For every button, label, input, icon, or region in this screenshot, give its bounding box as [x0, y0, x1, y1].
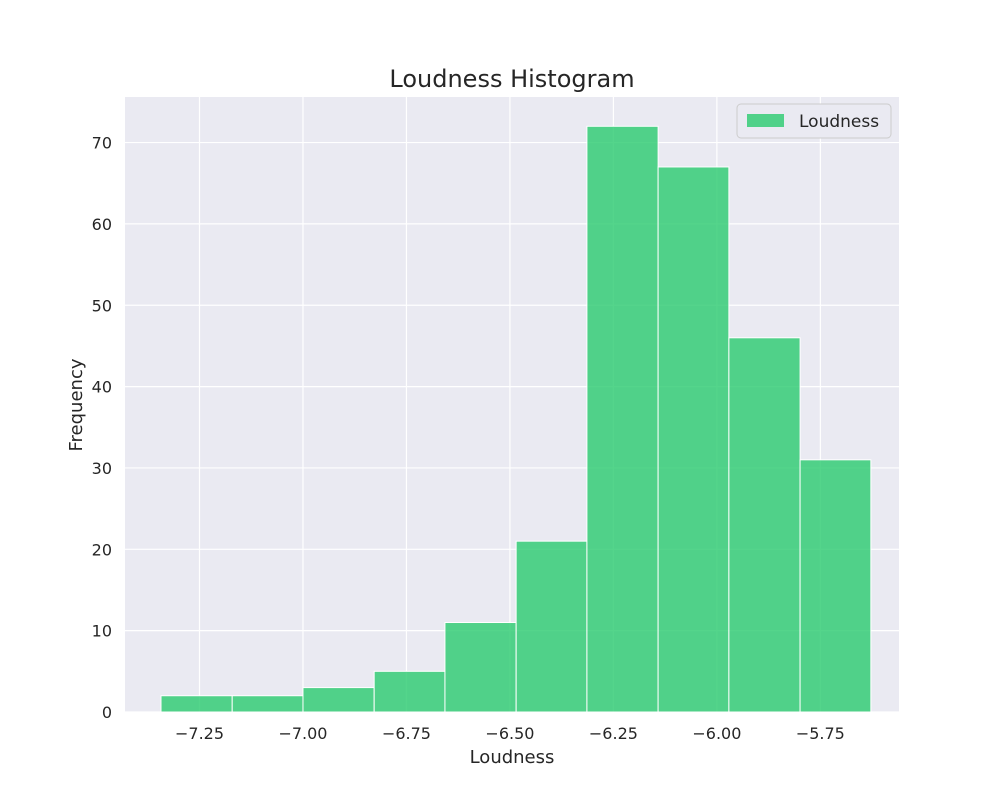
- histogram-bar: [302, 687, 375, 713]
- y-axis-ticks: 0 10 20 30 40 50 60 70: [92, 134, 112, 722]
- x-tick-label: −6.50: [485, 724, 534, 743]
- y-tick-label: 10: [92, 622, 112, 641]
- histogram-bars: [160, 125, 872, 713]
- histogram-bar: [728, 337, 801, 713]
- y-tick-label: 60: [92, 215, 112, 234]
- legend-box: [736, 103, 892, 139]
- y-tick-label: 20: [92, 540, 112, 559]
- x-tick-label: −6.75: [382, 724, 431, 743]
- y-tick-label: 70: [92, 134, 112, 153]
- histogram-bar: [444, 622, 517, 713]
- y-tick-label: 40: [92, 378, 112, 397]
- x-tick-label: −7.25: [175, 724, 224, 743]
- histogram-bar: [657, 166, 730, 713]
- histogram-bar: [231, 695, 304, 713]
- legend: Loudness: [736, 103, 892, 139]
- y-tick-label: 30: [92, 459, 112, 478]
- x-tick-label: −7.00: [278, 724, 327, 743]
- y-tick-label: 50: [92, 296, 112, 315]
- histogram-bar: [586, 125, 659, 713]
- histogram-bar: [515, 540, 588, 713]
- histogram-bar: [160, 695, 233, 713]
- legend-label: Loudness: [799, 112, 879, 132]
- y-axis-label: Frequency: [66, 358, 87, 451]
- x-axis-label: Loudness: [470, 747, 555, 768]
- y-tick-label: 0: [102, 703, 112, 722]
- x-axis-ticks: −7.25 −7.00 −6.75 −6.50 −6.25 −6.00 −5.75: [175, 724, 845, 743]
- legend-swatch: [747, 114, 784, 127]
- histogram-bar: [373, 670, 446, 713]
- x-tick-label: −6.00: [692, 724, 741, 743]
- histogram-bar: [799, 459, 872, 713]
- x-tick-label: −5.75: [796, 724, 845, 743]
- chart-title: Loudness Histogram: [389, 65, 634, 93]
- x-tick-label: −6.25: [589, 724, 638, 743]
